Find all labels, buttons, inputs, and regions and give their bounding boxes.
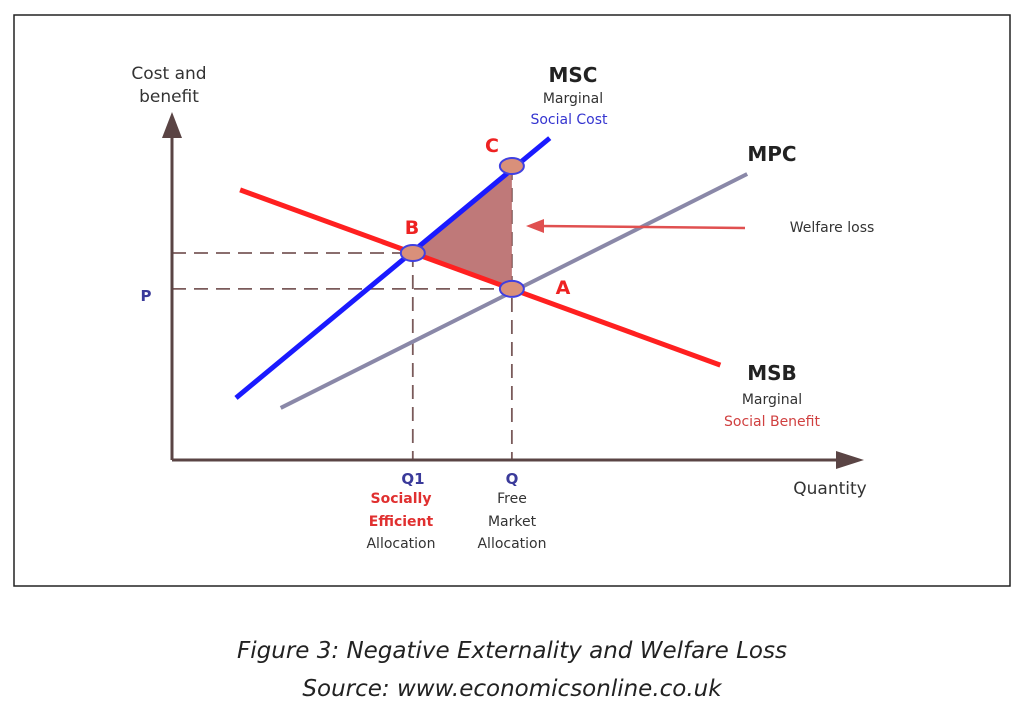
msb-caption-2: Social Benefit (724, 414, 820, 430)
tick-q1-desc-1: Socially (371, 491, 432, 507)
msc-curve (234, 136, 552, 400)
msc-caption-2: Social Cost (530, 112, 608, 128)
point-label-c: C (485, 135, 499, 157)
point-a-marker (498, 279, 525, 298)
price-label: P (141, 287, 152, 305)
mpc-label: MPC (747, 142, 796, 166)
msc-caption-1: Marginal (543, 91, 603, 107)
tick-q1-desc-2: Efficient (369, 514, 434, 530)
y-axis-arrow-icon (162, 112, 182, 138)
figure-source: Source: www.economicsonline.co.uk (302, 676, 722, 702)
tick-q1-desc-3: Allocation (366, 536, 435, 552)
point-c-marker (498, 157, 525, 176)
welfare-loss-label: Welfare loss (790, 220, 875, 236)
tick-q-desc-2: Market (488, 514, 537, 530)
tick-q-desc-1: Free (497, 491, 527, 507)
point-b-marker (399, 244, 426, 262)
x-axis-label: Quantity (793, 479, 866, 499)
msb-caption-1: Marginal (742, 392, 802, 408)
point-label-a: A (556, 277, 571, 299)
welfare-loss-area (412, 166, 512, 289)
msb-curve (239, 187, 722, 368)
tick-q: Q (506, 470, 519, 488)
welfare-arrow-head-icon (526, 219, 544, 233)
y-axis-label-line2: benefit (139, 87, 199, 107)
point-label-b: B (405, 217, 419, 239)
msb-label: MSB (747, 361, 797, 385)
msc-label: MSC (549, 63, 598, 87)
x-axis-arrow-icon (836, 451, 864, 469)
figure-caption: Figure 3: Negative Externality and Welfa… (237, 638, 787, 664)
welfare-arrow (539, 224, 746, 230)
tick-q-desc-3: Allocation (477, 536, 546, 552)
y-axis-label-line1: Cost and (131, 64, 206, 84)
tick-q1: Q1 (401, 470, 424, 488)
